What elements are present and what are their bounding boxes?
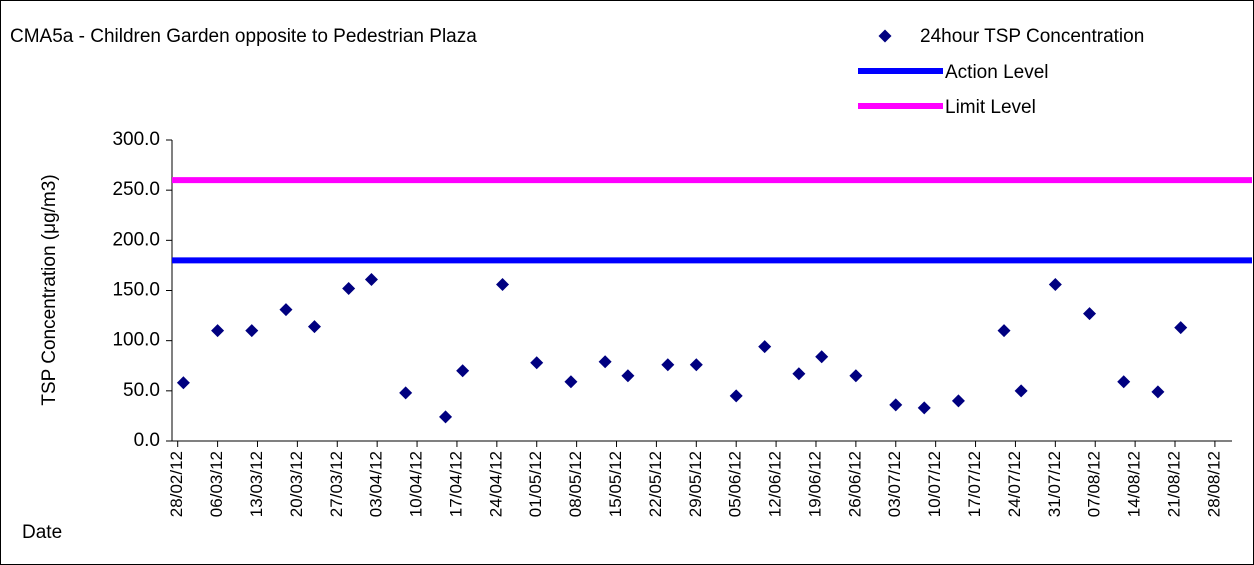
data-point	[1083, 307, 1097, 321]
data-point	[342, 281, 356, 295]
x-tick-label: 26/06/12	[845, 451, 864, 517]
data-point	[1117, 375, 1131, 389]
data-point	[364, 272, 378, 286]
data-point	[439, 410, 453, 424]
data-point	[564, 375, 578, 389]
data-point	[815, 350, 829, 364]
data-point	[176, 376, 190, 390]
x-tick-label: 14/08/12	[1125, 451, 1144, 517]
x-tick-label: 15/05/12	[606, 451, 625, 517]
x-tick-label: 28/08/12	[1204, 451, 1223, 517]
y-tick-label: 250.0	[112, 179, 160, 200]
y-tick-label: 200.0	[112, 229, 160, 250]
data-point	[621, 369, 635, 383]
x-tick-label: 28/02/12	[167, 451, 186, 517]
data-point	[997, 324, 1011, 338]
data-point	[530, 356, 544, 370]
legend-label: Limit Level	[945, 97, 1036, 118]
data-point	[456, 364, 470, 378]
data-point	[758, 340, 772, 354]
x-tick-label: 13/03/12	[247, 451, 266, 517]
data-point	[1048, 277, 1062, 291]
x-tick-label: 03/07/12	[885, 451, 904, 517]
data-point	[661, 358, 675, 372]
y-tick-label: 0.0	[134, 430, 160, 451]
x-tick-label: 22/05/12	[646, 451, 665, 517]
x-tick-label: 24/07/12	[1005, 451, 1024, 517]
data-point	[689, 358, 703, 372]
y-tick-label: 50.0	[123, 380, 160, 401]
x-tick-label: 06/03/12	[207, 451, 226, 517]
data-point	[889, 398, 903, 412]
chart-title: CMA5a - Children Garden opposite to Pede…	[10, 26, 477, 47]
y-tick-label: 300.0	[112, 129, 160, 150]
data-point	[279, 303, 293, 317]
data-point	[1151, 385, 1165, 399]
y-tick-label: 100.0	[112, 330, 160, 351]
x-axis-label: Date	[22, 522, 62, 543]
y-tick-label: 150.0	[112, 280, 160, 301]
data-point	[1014, 384, 1028, 398]
data-point	[307, 320, 321, 334]
x-tick-label: 07/08/12	[1085, 451, 1104, 517]
data-point	[399, 386, 413, 400]
x-tick-label: 20/03/12	[287, 451, 306, 517]
x-tick-label: 10/07/12	[925, 451, 944, 517]
data-point	[496, 277, 510, 291]
x-tick-label: 17/07/12	[965, 451, 984, 517]
legend-marker	[878, 29, 892, 43]
x-tick-label: 27/03/12	[327, 451, 346, 517]
legend-label: 24hour TSP Concentration	[920, 26, 1144, 47]
data-point	[951, 394, 965, 408]
x-tick-label: 08/05/12	[566, 451, 585, 517]
data-point	[729, 389, 743, 403]
x-tick-label: 12/06/12	[766, 451, 785, 517]
x-tick-label: 29/05/12	[686, 451, 705, 517]
data-point	[917, 401, 931, 415]
x-tick-label: 19/06/12	[805, 451, 824, 517]
data-point	[849, 369, 863, 383]
data-point	[211, 324, 225, 338]
x-tick-label: 17/04/12	[446, 451, 465, 517]
x-tick-label: 03/04/12	[367, 451, 386, 517]
x-tick-label: 01/05/12	[526, 451, 545, 517]
data-point	[245, 324, 259, 338]
y-axis-label: TSP Concentration (μg/m3)	[39, 174, 60, 405]
x-tick-label: 31/07/12	[1045, 451, 1064, 517]
data-point	[792, 367, 806, 381]
x-tick-label: 05/06/12	[726, 451, 745, 517]
x-tick-label: 21/08/12	[1164, 451, 1183, 517]
legend-label: Action Level	[945, 62, 1049, 83]
data-point	[1174, 321, 1188, 335]
data-point	[598, 355, 612, 369]
x-tick-label: 10/04/12	[407, 451, 426, 517]
x-tick-label: 24/04/12	[486, 451, 505, 517]
